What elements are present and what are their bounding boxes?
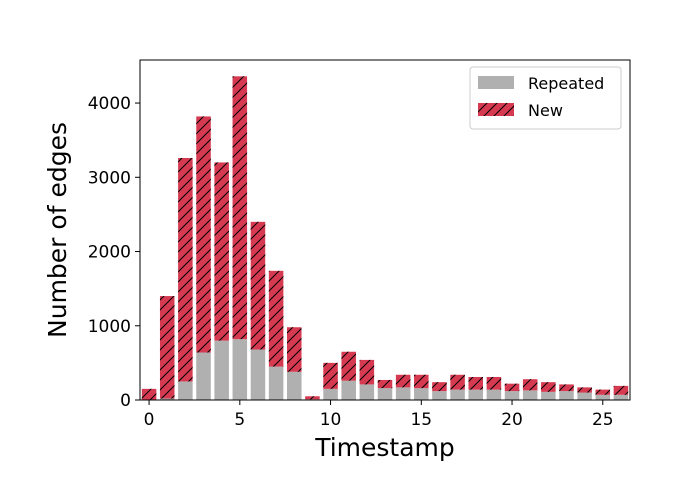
bar-hatch-new-23 [559,384,574,392]
bar-hatch-new-9 [305,396,320,400]
bar-hatch-new-8 [287,327,302,372]
bar-hatch-new-1 [159,296,175,399]
bar-hatch-new-18 [468,376,483,390]
bar-hatch-new-12 [359,359,375,385]
bar-hatch-new-6 [250,221,266,350]
bar-hatch-new-21 [522,379,538,391]
bar-repeated-17 [450,389,465,400]
bar-repeated-19 [486,389,502,400]
y-axis-label: Number of edges [43,122,72,338]
bar-hatch-new-2 [178,157,193,382]
plot-frame [139,59,631,401]
x-tick-label-5: 5 [234,410,245,430]
bar-repeated-1 [159,398,175,400]
x-axis-label: Timestamp [314,433,455,462]
bar-repeated-8 [287,371,302,400]
x-axis-ticks: 0 5 10 15 20 25 [144,400,614,430]
bar-repeated-16 [432,391,447,400]
bar-repeated-24 [577,392,592,400]
bar-hatch-new-11 [341,351,356,381]
y-tick-label-3000: 3000 [88,168,131,188]
bar-repeated-22 [541,391,556,400]
x-tick-label-0: 0 [144,410,155,430]
y-tick-label-4000: 4000 [88,94,131,114]
bar-hatch-new-14 [395,374,411,388]
y-tick-label-2000: 2000 [88,243,131,263]
bar-repeated-12 [359,384,375,400]
bar-hatch-new-4 [214,162,229,341]
bar-repeated-6 [250,349,266,400]
bar-hatch-new-17 [450,374,465,390]
bar-hatch-new-26 [613,385,629,395]
legend: Repeated New [469,66,622,130]
bar-hatch-new-22 [541,382,556,392]
bar-repeated-25 [595,394,611,400]
bars-group [141,76,629,400]
bar-hatch-new-13 [377,379,393,389]
y-tick-label-0: 0 [120,391,131,411]
legend-label-new: New [528,101,563,120]
bar-repeated-3 [196,352,211,400]
y-axis-ticks: 0 1000 2000 3000 4000 [88,94,140,411]
bar-hatch-new-5 [232,76,248,340]
legend-swatch-repeated [478,76,514,89]
bar-repeated-5 [232,339,248,400]
bar-hatch-new-25 [595,389,611,395]
bar-repeated-10 [323,388,338,400]
bar-repeated-20 [504,391,520,400]
bar-repeated-7 [268,366,284,400]
bar-hatch-new-10 [323,362,338,389]
bar-repeated-26 [613,394,629,400]
bar-repeated-18 [468,389,483,400]
bar-hatch-new-20 [504,383,520,392]
bar-hatch-new-7 [268,270,284,367]
bar-hatch-new-15 [414,374,429,389]
bar-hatch-new-0 [141,388,157,400]
y-tick-label-1000: 1000 [88,317,131,337]
bar-repeated-23 [559,391,574,400]
x-tick-label-15: 15 [410,410,432,430]
legend-swatch-new-hatch [478,103,514,116]
bar-repeated-4 [214,340,229,400]
bar-repeated-13 [377,388,393,400]
bar-repeated-14 [395,387,411,400]
bar-hatch-new-3 [196,116,211,353]
bar-repeated-2 [178,381,193,400]
x-tick-label-20: 20 [501,410,523,430]
bar-repeated-21 [522,390,538,400]
bar-repeated-11 [341,380,356,400]
bar-hatch-new-24 [577,387,592,393]
bar-repeated-15 [414,388,429,400]
x-tick-label-25: 25 [592,410,614,430]
legend-label-repeated: Repeated [528,74,604,93]
bar-hatch-new-16 [432,382,447,392]
x-tick-label-10: 10 [320,410,342,430]
bar-hatch-new-19 [486,376,502,390]
